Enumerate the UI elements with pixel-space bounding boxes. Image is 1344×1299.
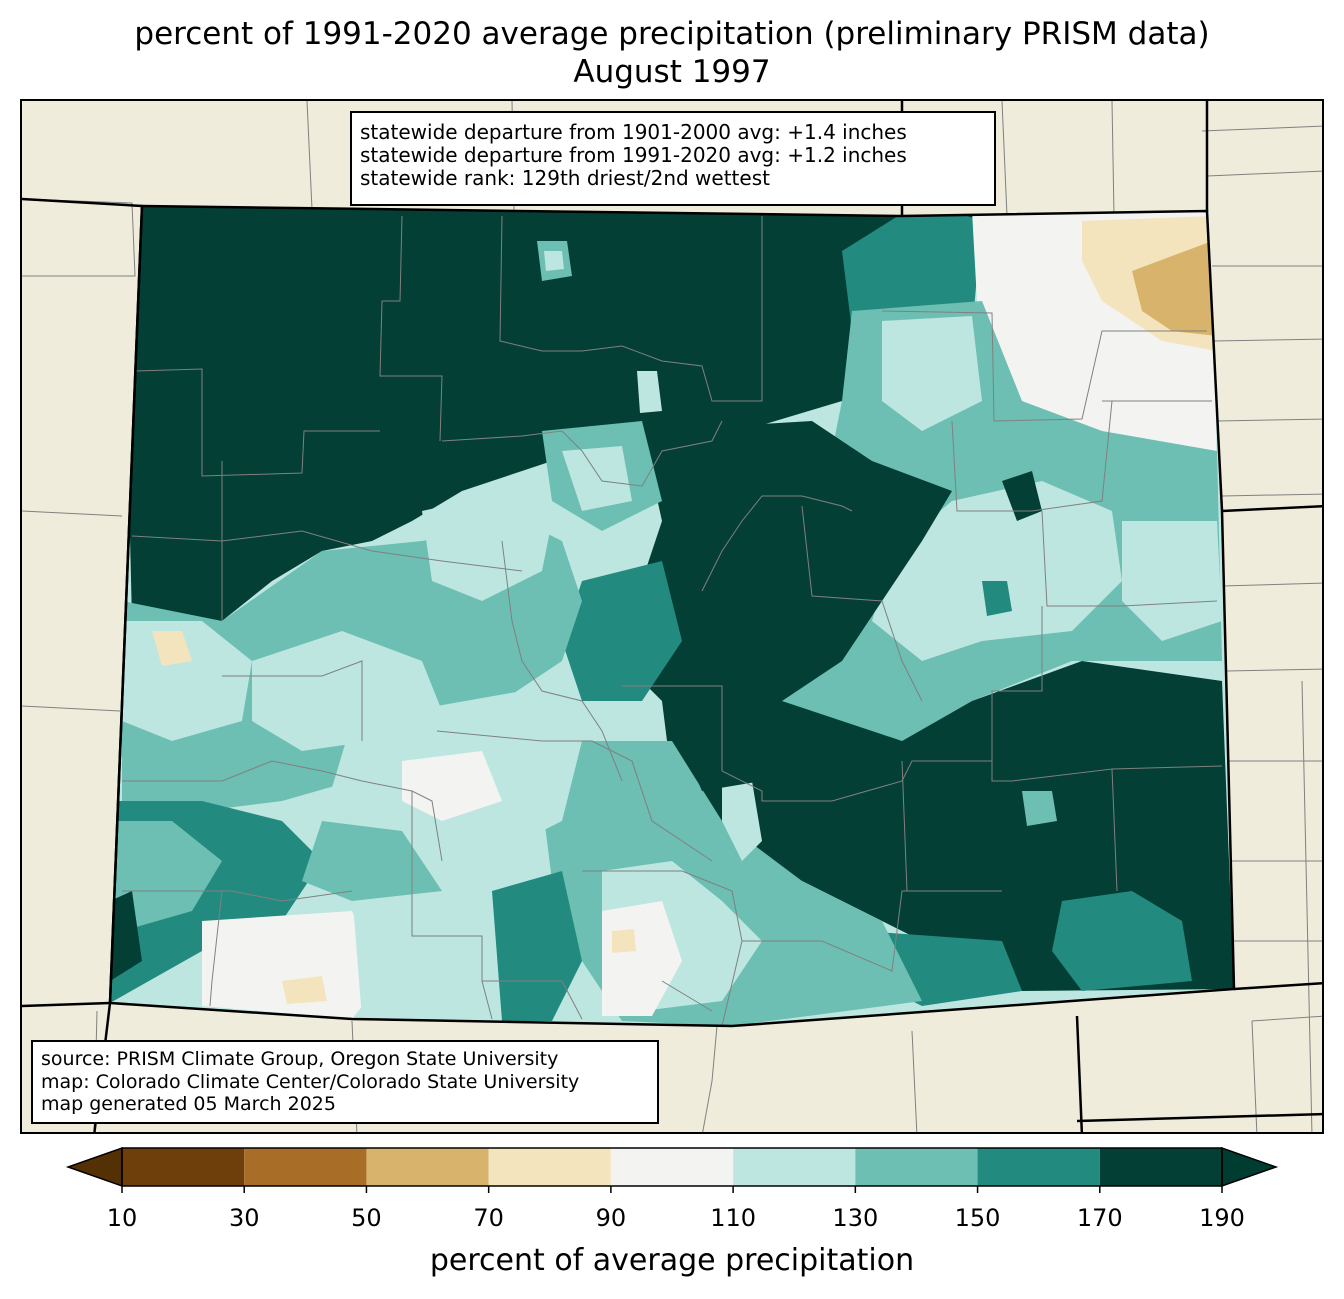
colorbar-bin-10-30 xyxy=(122,1148,245,1186)
colorbar-tick-label: 190 xyxy=(1199,1204,1245,1232)
colorbar-bin-150-170 xyxy=(977,1148,1100,1186)
colorbar-tick-label: 90 xyxy=(595,1204,627,1232)
map-title: percent of 1991-2020 average precipitati… xyxy=(134,16,1210,52)
colorbar xyxy=(65,1146,1279,1193)
colorbar-tick-label: 170 xyxy=(1076,1204,1123,1232)
colorbar-tick-label: 50 xyxy=(351,1204,382,1232)
generated-date-line: map generated 05 March 2025 xyxy=(41,1093,336,1115)
colorbar-bin-30-50 xyxy=(244,1148,367,1186)
map-subtitle-month: August 1997 xyxy=(573,54,771,90)
colorbar-outline xyxy=(121,1147,1223,1187)
colorbar-bin-90-110 xyxy=(610,1148,734,1186)
map-panel xyxy=(20,99,1324,1134)
colorbar-bin-50-70 xyxy=(366,1148,489,1186)
colorbar-bin-130-150 xyxy=(855,1148,978,1186)
colorbar-bin-70-90 xyxy=(488,1148,611,1186)
colorbar-bin-110-130 xyxy=(733,1148,856,1186)
stats-departure-1991-2020: statewide departure from 1991-2020 avg: … xyxy=(360,143,907,167)
colorbar-tick-label: 110 xyxy=(710,1204,757,1232)
colorbar-label: percent of average precipitation xyxy=(429,1243,915,1278)
colorado-precip-map xyxy=(22,101,1322,1132)
stats-rank: statewide rank: 129th driest/2nd wettest xyxy=(360,166,770,190)
colorbar-over-arrow xyxy=(1221,1146,1279,1188)
colorbar-tick-label: 10 xyxy=(106,1204,138,1232)
colorbar-tick-label: 130 xyxy=(832,1204,879,1232)
colorbar-tick-label: 30 xyxy=(228,1204,260,1232)
statewide-stats-box: statewide departure from 1901-2000 avg: … xyxy=(350,111,996,206)
colorbar-under-arrow xyxy=(65,1146,123,1188)
colorbar-tick-label: 70 xyxy=(473,1204,504,1232)
colorbar-bin-170-190 xyxy=(1099,1148,1222,1186)
colorado-county-lines xyxy=(122,215,1223,1027)
source-credit-box: source: PRISM Climate Group, Oregon Stat… xyxy=(31,1040,659,1124)
precip-contours xyxy=(110,206,1234,1026)
source-line: source: PRISM Climate Group, Oregon Stat… xyxy=(41,1048,559,1070)
colorbar-tick-label: 150 xyxy=(954,1204,1001,1232)
stats-departure-1901-2000: statewide departure from 1901-2000 avg: … xyxy=(360,120,907,144)
map-credit-line: map: Colorado Climate Center/Colorado St… xyxy=(41,1070,580,1093)
